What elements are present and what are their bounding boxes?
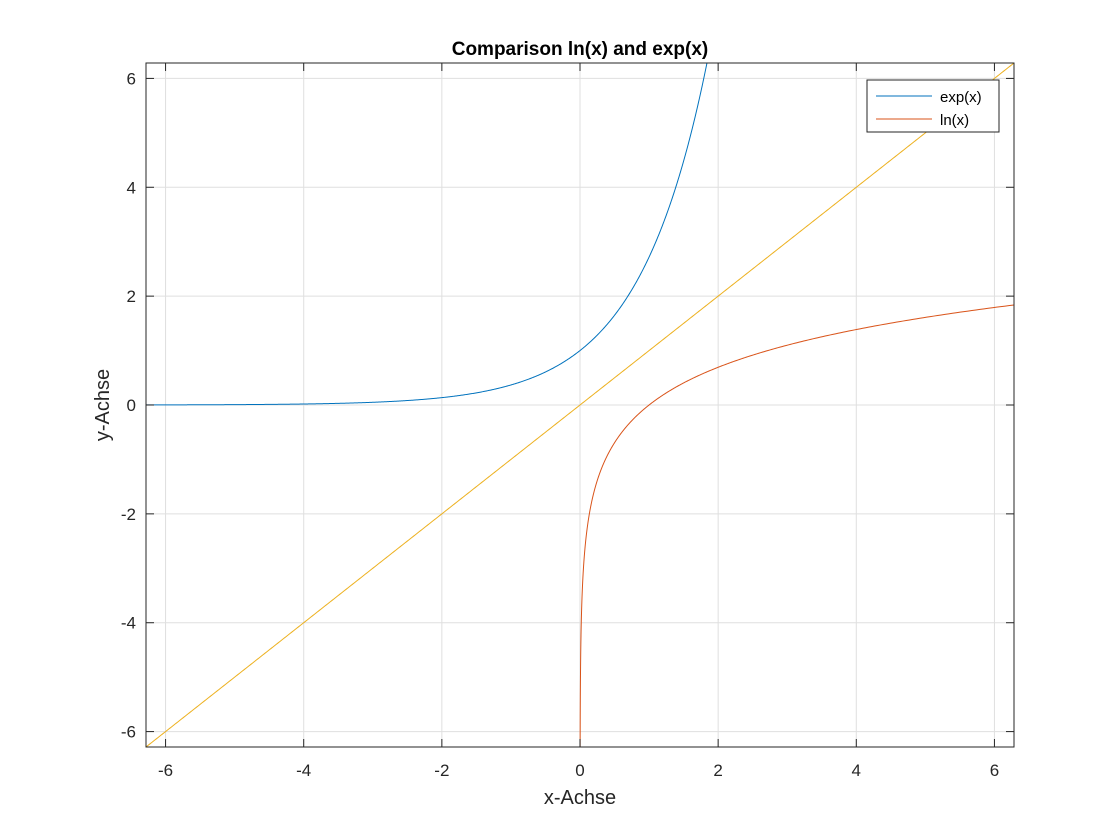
series-layer xyxy=(146,63,1014,747)
x-tick-label: 6 xyxy=(990,761,999,780)
plot-area xyxy=(145,62,1015,748)
legend-entry-exp: exp(x) xyxy=(940,89,982,106)
legend-box xyxy=(866,79,1000,133)
series-line-lnx xyxy=(579,304,1014,747)
y-tick-labels: -6 -4 -2 0 2 4 6 xyxy=(121,69,136,741)
y-axis-label: y-Achse xyxy=(92,369,114,441)
series-line-identity xyxy=(146,63,1014,747)
x-tick-label: 0 xyxy=(575,761,584,780)
y-tick-label: -4 xyxy=(121,614,136,633)
legend-entry-ln: ln(x) xyxy=(940,112,969,129)
y-tick-label: -6 xyxy=(121,723,136,742)
y-tick-label: 6 xyxy=(127,69,136,88)
y-tick-label: 4 xyxy=(127,178,136,197)
x-tick-label: -2 xyxy=(434,761,449,780)
x-tick-label: -6 xyxy=(158,761,173,780)
y-tick-label: 2 xyxy=(127,287,136,306)
legend[interactable]: exp(x) ln(x) xyxy=(866,79,1000,133)
x-tick-label: 4 xyxy=(852,761,861,780)
x-axis-label: x-Achse xyxy=(544,787,616,809)
x-tick-label: -4 xyxy=(296,761,311,780)
y-tick-label: -2 xyxy=(121,505,136,524)
x-tick-labels: -6 -4 -2 0 2 4 6 xyxy=(158,761,999,780)
chart-title: Comparison ln(x) and exp(x) xyxy=(452,39,709,60)
tick-marks xyxy=(146,63,1014,747)
y-tick-label: 0 xyxy=(127,396,136,415)
series-line-expx xyxy=(146,63,708,406)
x-tick-label: 2 xyxy=(713,761,722,780)
